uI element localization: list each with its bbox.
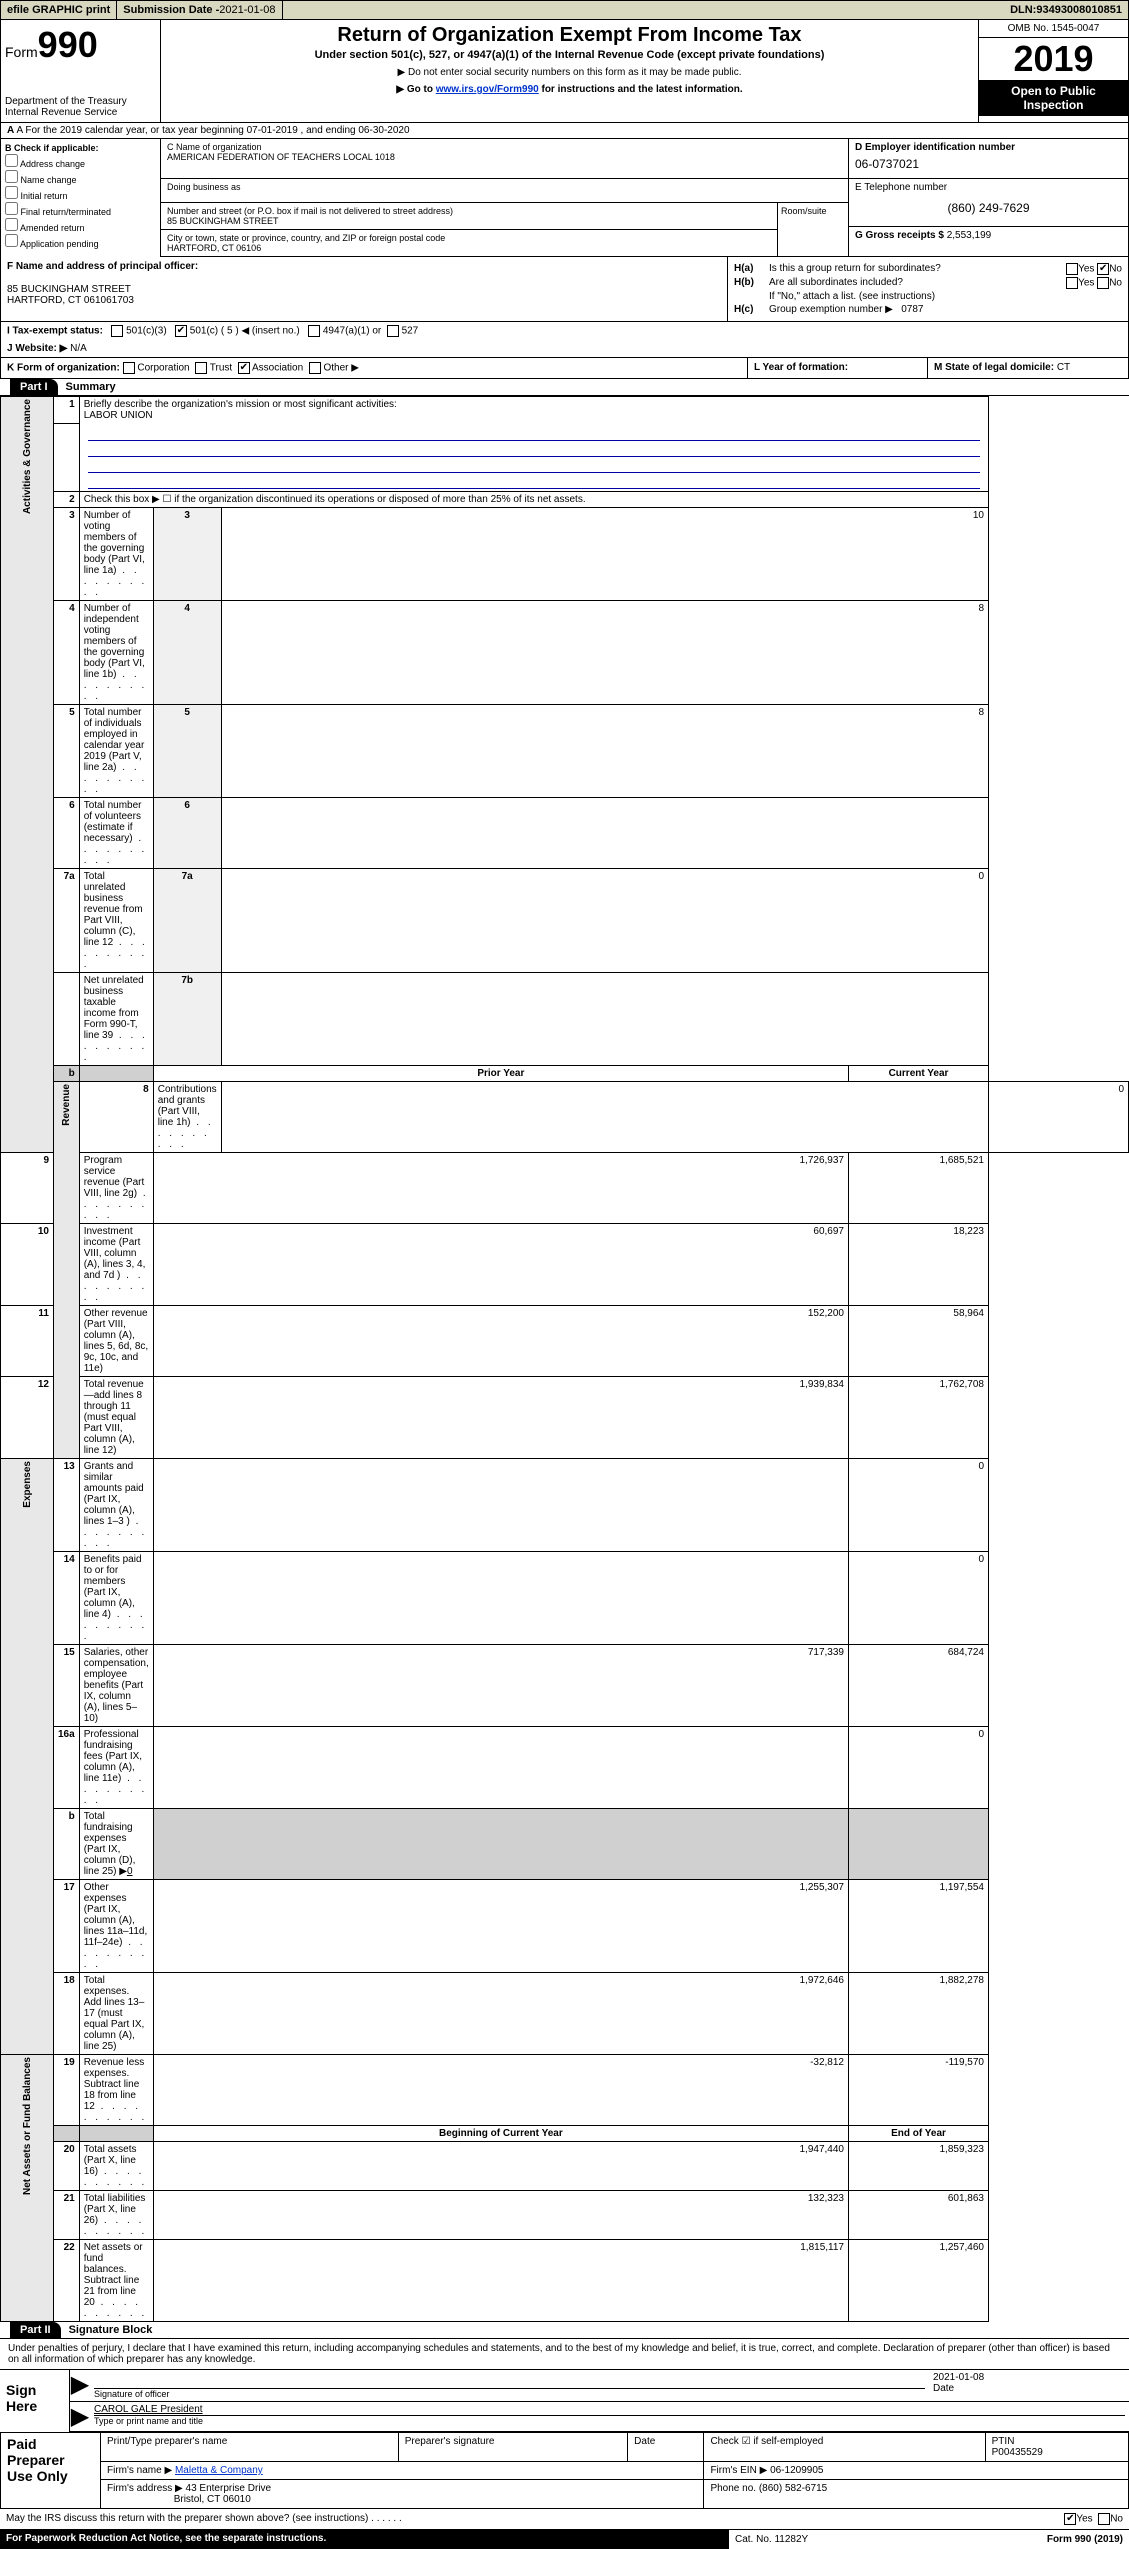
org-street: 85 BUCKINGHAM STREET: [167, 216, 279, 226]
ssn-note: ▶ Do not enter social security numbers o…: [165, 67, 974, 78]
sign-here-label: Sign Here: [0, 2370, 70, 2432]
form-subtitle: Under section 501(c), 527, or 4947(a)(1)…: [165, 49, 974, 61]
firm-phone: (860) 582-6715: [759, 2483, 827, 2494]
chk-name-change[interactable]: Name change: [5, 170, 156, 185]
form-header: Form990 Department of the Treasury Inter…: [0, 20, 1129, 123]
firm-ein: 06-1209905: [770, 2465, 823, 2476]
row-i: I Tax-exempt status: 501(c)(3) ✔ 501(c) …: [0, 322, 1129, 340]
section-bcd: B Check if applicable: Address change Na…: [0, 139, 1129, 257]
efile-button[interactable]: efile GRAPHIC print: [1, 1, 117, 19]
org-city: HARTFORD, CT 06106: [167, 243, 261, 253]
box-d: D Employer identification number06-07370…: [848, 139, 1128, 256]
gross-receipts: 2,553,199: [947, 230, 992, 241]
row-klm: K Form of organization: Corporation Trus…: [0, 358, 1129, 379]
perjury-declaration: Under penalties of perjury, I declare th…: [0, 2339, 1129, 2370]
irs-link[interactable]: www.irs.gov/Form990: [436, 84, 539, 95]
firm-name-link[interactable]: Maletta & Company: [175, 2465, 263, 2476]
summary-table: Activities & Governance 1Briefly describ…: [0, 396, 1129, 2322]
chk-final[interactable]: Final return/terminated: [5, 202, 156, 217]
discuss-row: May the IRS discuss this return with the…: [0, 2509, 1129, 2530]
top-bar: efile GRAPHIC print Submission Date - 20…: [0, 0, 1129, 20]
chk-amended[interactable]: Amended return: [5, 218, 156, 233]
sig-date: 2021-01-08: [933, 2372, 984, 2383]
chk-app-pending[interactable]: Application pending: [5, 234, 156, 249]
section-fgh: F Name and address of principal officer:…: [0, 257, 1129, 322]
box-h: H(a)Is this a group return for subordina…: [728, 257, 1128, 321]
tax-year: 2019: [979, 38, 1128, 80]
form-title: Return of Organization Exempt From Incom…: [165, 24, 974, 47]
ptin: P00435529: [992, 2447, 1043, 2458]
chk-initial[interactable]: Initial return: [5, 186, 156, 201]
form-number: Form990: [5, 24, 156, 66]
link-note: ▶ Go to www.irs.gov/Form990 for instruct…: [165, 84, 974, 95]
box-f: F Name and address of principal officer:…: [1, 257, 728, 321]
omb-number: OMB No. 1545-0047: [979, 20, 1128, 38]
phone-value: (860) 249-7629: [855, 201, 1122, 215]
row-j: J Website: ▶ N/A: [0, 340, 1129, 358]
dept-treasury: Department of the Treasury Internal Reve…: [5, 96, 156, 118]
part2-header: Part IISignature Block: [0, 2322, 1129, 2339]
dln: DLN: 93493008010851: [1004, 1, 1128, 19]
box-c: C Name of organizationAMERICAN FEDERATIO…: [161, 139, 848, 256]
footer: For Paperwork Reduction Act Notice, see …: [0, 2530, 1129, 2549]
row-a-taxyear: A A For the 2019 calendar year, or tax y…: [0, 123, 1129, 139]
signature-block: Under penalties of perjury, I declare th…: [0, 2339, 1129, 2432]
submission-date: Submission Date - 2021-01-08: [117, 1, 282, 19]
mission-text: LABOR UNION: [84, 410, 153, 421]
chk-addr-change[interactable]: Address change: [5, 154, 156, 169]
part1-header: Part ISummary: [0, 379, 1129, 396]
officer-name: CAROL GALE President: [94, 2404, 203, 2415]
ein-value: 06-0737021: [855, 157, 1122, 171]
open-public: Open to Public Inspection: [979, 80, 1128, 116]
box-b: B Check if applicable: Address change Na…: [1, 139, 161, 257]
paid-preparer-table: Paid Preparer Use Only Print/Type prepar…: [0, 2432, 1129, 2509]
org-name: AMERICAN FEDERATION OF TEACHERS LOCAL 10…: [167, 152, 395, 162]
